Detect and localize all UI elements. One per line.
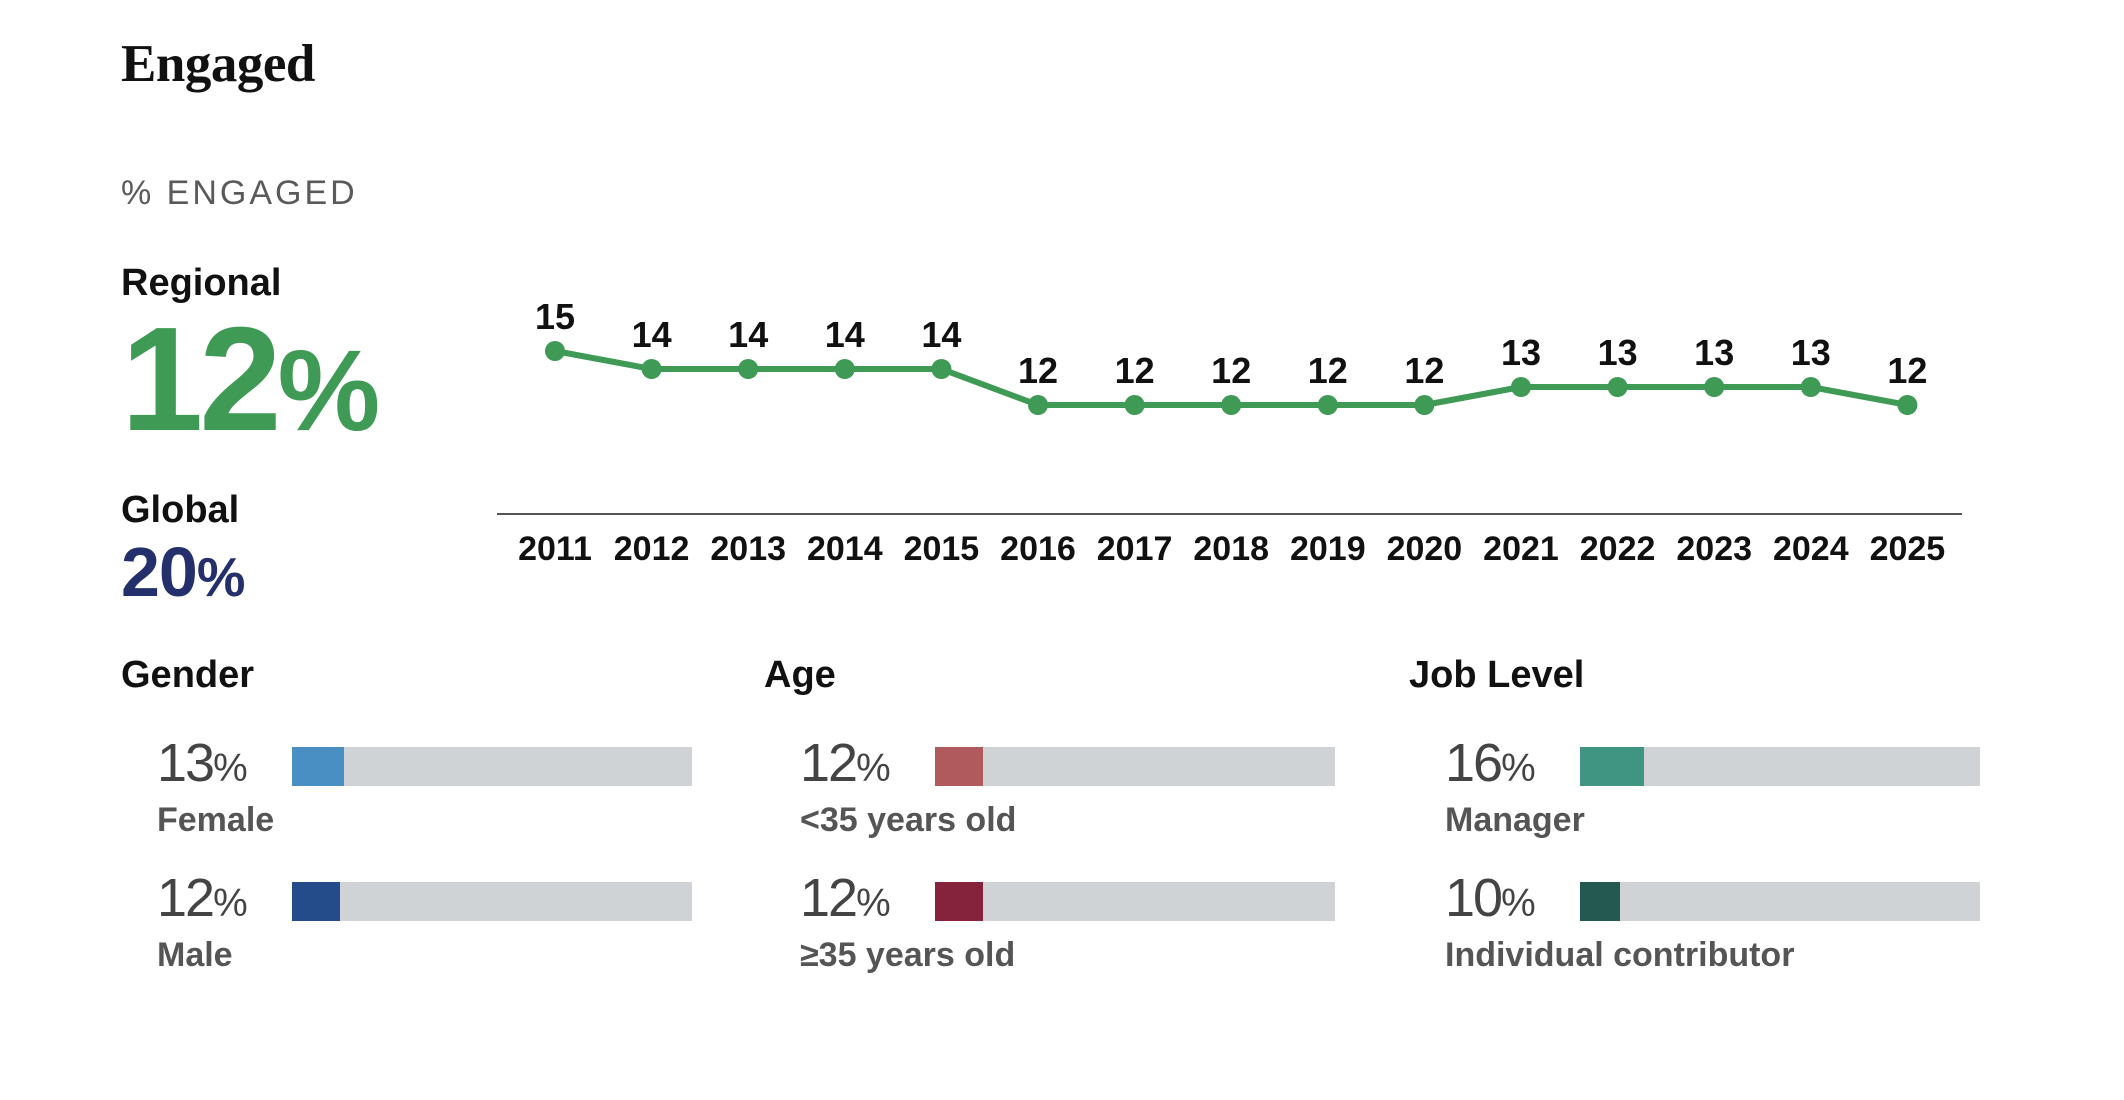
bar-value: 12% (157, 868, 248, 928)
bar-track (935, 882, 1335, 921)
data-label: 15 (535, 296, 575, 337)
data-point (1897, 395, 1918, 415)
data-point (1221, 395, 1242, 415)
x-tick-label: 2014 (807, 530, 883, 568)
x-tick-label: 2018 (1193, 530, 1269, 568)
data-label: 12 (1211, 350, 1251, 391)
data-label: 14 (825, 314, 865, 355)
x-tick-label: 2024 (1773, 530, 1849, 568)
x-tick-label: 2025 (1870, 530, 1946, 568)
global-pct-sign: % (196, 547, 246, 608)
x-tick-label: 2015 (904, 530, 980, 568)
data-point (931, 359, 952, 379)
data-label: 12 (1115, 350, 1155, 391)
data-label: 14 (921, 314, 961, 355)
regional-value: 12% (121, 306, 381, 455)
data-label: 13 (1694, 332, 1734, 373)
bar-label: Male (157, 936, 233, 974)
global-number: 20 (121, 533, 198, 611)
data-point (1704, 377, 1725, 397)
bar-item-manager: 16% Manager (1409, 733, 1980, 854)
x-tick-label: 2020 (1387, 530, 1463, 568)
x-tick-label: 2013 (710, 530, 786, 568)
x-tick-label: 2019 (1290, 530, 1366, 568)
bar-track (935, 747, 1335, 786)
bar-label: ≥35 years old (800, 936, 1016, 974)
global-value: 20% (121, 537, 246, 608)
bar-value: 13% (157, 733, 248, 793)
bar-fill-female (292, 747, 344, 786)
bar-track (292, 882, 692, 921)
bar-item-35-plus: 12% ≥35 years old (764, 868, 1335, 989)
data-point (1317, 395, 1338, 415)
bar-fill-35-plus (935, 882, 983, 921)
data-label: 12 (1887, 350, 1927, 391)
x-tick-label: 2012 (614, 530, 690, 568)
x-tick-label: 2011 (518, 530, 592, 568)
data-point (1414, 395, 1435, 415)
data-point (641, 359, 662, 379)
bar-fill-under-35 (935, 747, 983, 786)
data-point (1607, 377, 1628, 397)
gender-heading: Gender (121, 654, 255, 696)
bar-fill-manager (1580, 747, 1644, 786)
bar-fill-male (292, 882, 340, 921)
data-point (1511, 377, 1531, 397)
bar-label: Manager (1445, 801, 1585, 839)
data-label: 13 (1791, 332, 1831, 373)
bar-track (1580, 747, 1980, 786)
bar-value: 10% (1445, 868, 1536, 928)
data-point (545, 341, 565, 361)
bar-track (1580, 882, 1980, 921)
bar-label: Female (157, 801, 275, 839)
regional-label: Regional (121, 262, 282, 304)
data-point (1124, 395, 1145, 415)
data-label: 12 (1308, 350, 1348, 391)
job-level-heading: Job Level (1409, 654, 1585, 696)
bar-label: Individual contributor (1445, 936, 1795, 974)
global-label: Global (121, 489, 240, 531)
x-tick-label: 2016 (1000, 530, 1076, 568)
bar-value: 16% (1445, 733, 1536, 793)
regional-pct-sign: % (277, 326, 381, 455)
x-tick-label: 2022 (1580, 530, 1656, 568)
data-point (1800, 377, 1821, 397)
data-label: 12 (1404, 350, 1444, 391)
data-label: 14 (728, 314, 768, 355)
bar-item-under-35: 12% <35 years old (764, 733, 1335, 854)
data-label: 13 (1598, 332, 1638, 373)
regional-number: 12 (121, 297, 282, 462)
bar-track (292, 747, 692, 786)
bar-value: 12% (800, 733, 891, 793)
x-tick-label: 2017 (1097, 530, 1173, 568)
data-point (738, 359, 759, 379)
page-title: Engaged (121, 35, 315, 93)
bar-item-individual-contributor: 10% Individual contributor (1409, 868, 1980, 989)
data-label: 14 (632, 314, 672, 355)
age-heading: Age (764, 654, 836, 696)
chart-subtitle: % ENGAGED (121, 174, 358, 212)
bar-fill-individual-contributor (1580, 882, 1620, 921)
bar-label: <35 years old (800, 801, 1017, 839)
x-tick-label: 2023 (1676, 530, 1752, 568)
bar-item-male: 12% Male (121, 868, 692, 989)
data-point (834, 359, 855, 379)
x-tick-label: 2021 (1483, 530, 1559, 568)
bar-value: 12% (800, 868, 891, 928)
bar-item-female: 13% Female (121, 733, 692, 854)
data-label: 13 (1501, 332, 1541, 373)
data-label: 12 (1018, 350, 1058, 391)
data-point (1028, 395, 1048, 415)
